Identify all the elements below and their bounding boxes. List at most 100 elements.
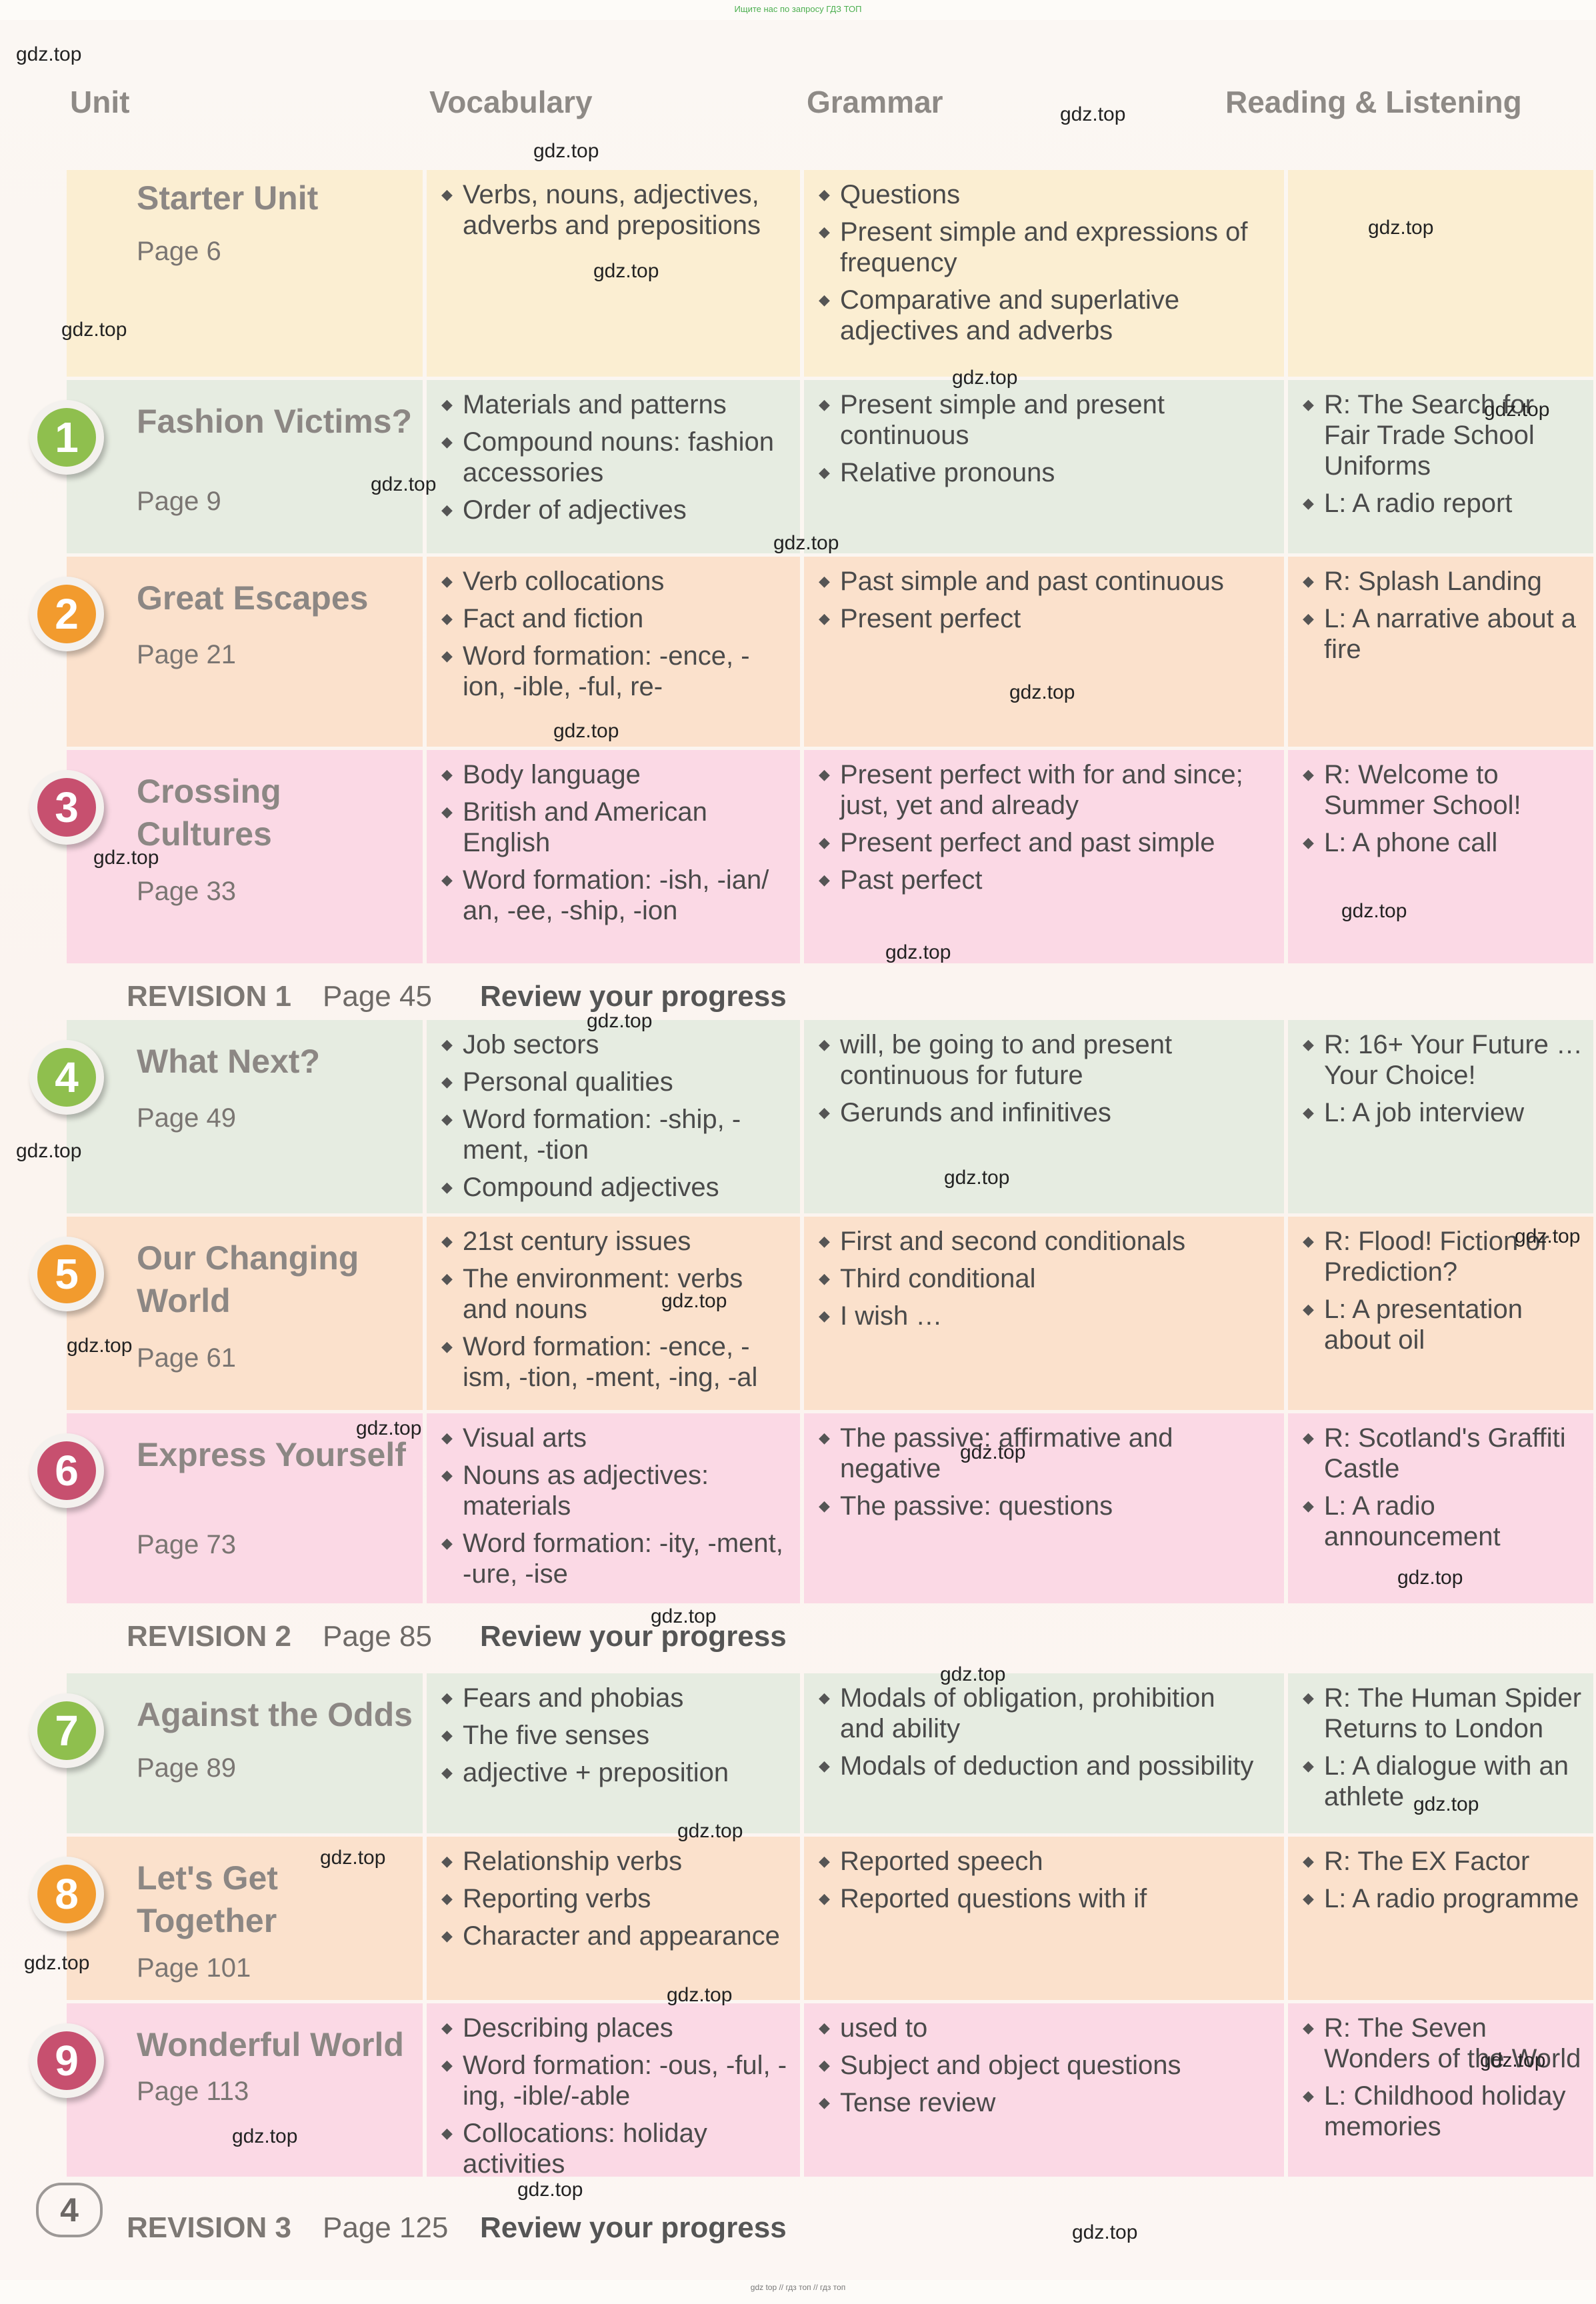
unit-page[interactable]: Page 101 <box>137 1953 251 1983</box>
vocabulary-list: Describing places Word formation: -ous, -… <box>441 2013 788 2186</box>
watermark-text: gdz.top <box>93 847 159 869</box>
unit-page[interactable]: Page 61 <box>137 1343 237 1373</box>
watermark-text: gdz.top <box>16 43 82 65</box>
unit-title[interactable]: Let's Get Together <box>137 1859 278 1939</box>
unit-cell <box>67 170 423 377</box>
unit-title[interactable]: Express Yourself <box>137 1436 406 1473</box>
review-progress-link[interactable]: Review your progress <box>480 980 787 1013</box>
page-number: 4 <box>36 2183 103 2237</box>
revision-label: REVISION 1 <box>127 980 291 1013</box>
vocabulary-item: Relationship verbs <box>441 1846 788 1877</box>
revision-row: REVISION 3 Page 125 Review your progress <box>127 2197 1527 2257</box>
watermark-text: gdz.top <box>371 473 437 495</box>
watermark-text: gdz.top <box>16 1140 82 1162</box>
vocabulary-item: Body language <box>441 759 788 790</box>
unit-title[interactable]: Our Changing World <box>137 1239 359 1319</box>
unit-row: 5 Our Changing World Page 61 21st century i… <box>29 1217 1593 1410</box>
unit-page[interactable]: Page 21 <box>137 640 237 669</box>
watermark-text: gdz.top <box>232 2125 298 2147</box>
unit-number-badge: 4 <box>29 1040 104 1115</box>
unit-title[interactable]: Against the Odds <box>137 1696 413 1733</box>
vocabulary-item: Describing places <box>441 2013 788 2043</box>
reading-item: R: Welcome to Summer School! <box>1303 759 1583 821</box>
reading-item: L: A radio programme <box>1303 1883 1583 1914</box>
unit-number-badge: 8 <box>29 1857 104 1931</box>
unit-number-badge: 6 <box>29 1433 104 1508</box>
vocabulary-item: Compound adjectives <box>441 1172 788 1203</box>
unit-page[interactable]: Page 33 <box>137 877 237 906</box>
vocabulary-item: Job sectors <box>441 1029 788 1060</box>
grammar-item: The passive: questions <box>819 1491 1259 1521</box>
reading-item: L: A phone call <box>1303 827 1583 858</box>
grammar-item: Modals of deduction and possibility <box>819 1751 1259 1781</box>
reading-item: L: Childhood holiday memories <box>1303 2081 1583 2142</box>
vocabulary-item: The environment: verbs and nouns <box>441 1263 788 1325</box>
unit-page[interactable]: Page 49 <box>137 1103 237 1133</box>
vocabulary-list: Visual arts Nouns as adjectives: material… <box>441 1423 788 1596</box>
grammar-list: used to Subject and object questions Tense… <box>819 2013 1259 2125</box>
watermark-text: gdz.top <box>1368 217 1434 239</box>
grammar-item: I wish … <box>819 1301 1259 1331</box>
vocabulary-list: Fears and phobias The five senses adjectiv… <box>441 1683 788 1795</box>
review-progress-link[interactable]: Review your progress <box>480 1620 787 1653</box>
unit-cell <box>67 1837 423 2000</box>
vocabulary-item: Visual arts <box>441 1423 788 1453</box>
unit-cell <box>67 1020 423 1213</box>
top-note: Ищите нас по запросу ГДЗ ТОП <box>734 4 862 14</box>
watermark-text: gdz.top <box>677 1820 743 1842</box>
grammar-list: Present simple and present continuous Rel… <box>819 389 1259 495</box>
reading-item: R: The Search for Fair Trade School Unif… <box>1303 389 1583 481</box>
vocabulary-list: Job sectors Personal qualities Word format… <box>441 1029 788 1209</box>
reading-list: R: Splash Landing L: A narrative about a … <box>1303 566 1583 671</box>
grammar-item: Comparative and superlative adjectives a… <box>819 285 1259 346</box>
vocabulary-item: Word formation: -ence, -ism, -tion, -men… <box>441 1331 788 1393</box>
vocabulary-list: Verb collocations Fact and fiction Word fo… <box>441 566 788 709</box>
unit-number-badge: 2 <box>29 577 104 651</box>
revision-page[interactable]: Page 85 <box>323 1620 432 1653</box>
revision-page[interactable]: Page 125 <box>323 2211 449 2244</box>
unit-page[interactable]: Page 113 <box>137 2077 249 2106</box>
unit-page[interactable]: Page 89 <box>137 1753 237 1783</box>
reading-list: R: Welcome to Summer School! L: A phone c… <box>1303 759 1583 865</box>
unit-number: 7 <box>37 1701 96 1760</box>
unit-row: 4 What Next? Page 49 Job sectors Personal qu… <box>29 1020 1593 1213</box>
review-progress-link[interactable]: Review your progress <box>480 2211 787 2244</box>
grammar-item: Present simple and present continuous <box>819 389 1259 451</box>
reading-item: L: A presentation about oil <box>1303 1294 1583 1355</box>
unit-number: 4 <box>37 1048 96 1107</box>
grammar-item: Subject and object questions <box>819 2050 1259 2081</box>
vocabulary-item: Character and appearance <box>441 1921 788 1951</box>
watermark-text: gdz.top <box>1413 1793 1479 1815</box>
unit-number-badge: 9 <box>29 2023 104 2098</box>
revision-row: REVISION 2 Page 85 Review your progress <box>127 1605 1527 1665</box>
unit-title[interactable]: Wonderful World <box>137 2026 404 2063</box>
header-grammar: Grammar <box>807 85 943 119</box>
unit-title[interactable]: Fashion Victims? <box>137 403 413 440</box>
unit-row: 3 Crossing Cultures Page 33 Body language Br… <box>29 750 1593 963</box>
unit-title[interactable]: What Next? <box>137 1043 320 1080</box>
vocabulary-item: Verb collocations <box>441 566 788 597</box>
vocabulary-list: 21st century issues The environment: verb… <box>441 1226 788 1399</box>
unit-cell <box>67 380 423 553</box>
unit-row: 2 Great Escapes Page 21 Verb collocations Fa… <box>29 557 1593 747</box>
unit-title[interactable]: Starter Unit <box>137 179 319 217</box>
grammar-item: Questions <box>819 179 1259 210</box>
header-unit: Unit <box>70 85 130 119</box>
vocabulary-item: Order of adjectives <box>441 495 788 525</box>
vocabulary-item: Verbs, nouns, adjectives, adverbs and pr… <box>441 179 788 241</box>
reading-cell <box>1288 170 1593 377</box>
watermark-text: gdz.top <box>587 1010 653 1032</box>
vocabulary-item: Word formation: -ity, -ment, -ure, -ise <box>441 1528 788 1589</box>
revision-page[interactable]: Page 45 <box>323 980 432 1013</box>
unit-page[interactable]: Page 73 <box>137 1530 237 1559</box>
unit-row: 7 Against the Odds Page 89 Fears and phobia… <box>29 1673 1593 1833</box>
unit-page[interactable]: Page 6 <box>137 237 221 266</box>
unit-title[interactable]: Crossing Cultures <box>137 773 281 853</box>
header-vocabulary: Vocabulary <box>429 85 593 119</box>
grammar-list: Modals of obligation, prohibition and ab… <box>819 1683 1259 1788</box>
watermark-text: gdz.top <box>356 1417 422 1439</box>
unit-page[interactable]: Page 9 <box>137 487 221 516</box>
unit-title[interactable]: Great Escapes <box>137 579 369 617</box>
watermark-text: gdz.top <box>533 140 599 162</box>
grammar-item: Tense review <box>819 2087 1259 2118</box>
